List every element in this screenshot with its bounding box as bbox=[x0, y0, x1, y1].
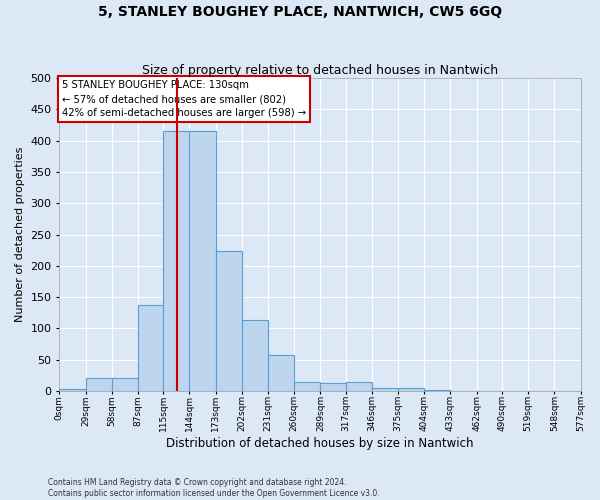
Bar bbox=[398, 388, 424, 391]
Bar bbox=[268, 356, 294, 391]
Bar bbox=[138, 305, 163, 391]
Bar bbox=[190, 132, 215, 391]
X-axis label: Distribution of detached houses by size in Nantwich: Distribution of detached houses by size … bbox=[166, 437, 473, 450]
Text: 5 STANLEY BOUGHEY PLACE: 130sqm
← 57% of detached houses are smaller (802)
42% o: 5 STANLEY BOUGHEY PLACE: 130sqm ← 57% of… bbox=[62, 80, 306, 118]
Y-axis label: Number of detached properties: Number of detached properties bbox=[15, 147, 25, 322]
Bar bbox=[59, 389, 86, 391]
Text: 5, STANLEY BOUGHEY PLACE, NANTWICH, CW5 6GQ: 5, STANLEY BOUGHEY PLACE, NANTWICH, CW5 … bbox=[98, 5, 502, 19]
Bar bbox=[320, 383, 346, 391]
Bar bbox=[346, 382, 372, 391]
Title: Size of property relative to detached houses in Nantwich: Size of property relative to detached ho… bbox=[142, 64, 498, 77]
Bar bbox=[215, 252, 242, 391]
Bar bbox=[372, 388, 398, 391]
Bar bbox=[86, 378, 112, 391]
Bar bbox=[163, 132, 190, 391]
Text: Contains HM Land Registry data © Crown copyright and database right 2024.
Contai: Contains HM Land Registry data © Crown c… bbox=[48, 478, 380, 498]
Bar bbox=[112, 378, 138, 391]
Bar bbox=[294, 382, 320, 391]
Bar bbox=[424, 390, 451, 391]
Bar bbox=[242, 320, 268, 391]
